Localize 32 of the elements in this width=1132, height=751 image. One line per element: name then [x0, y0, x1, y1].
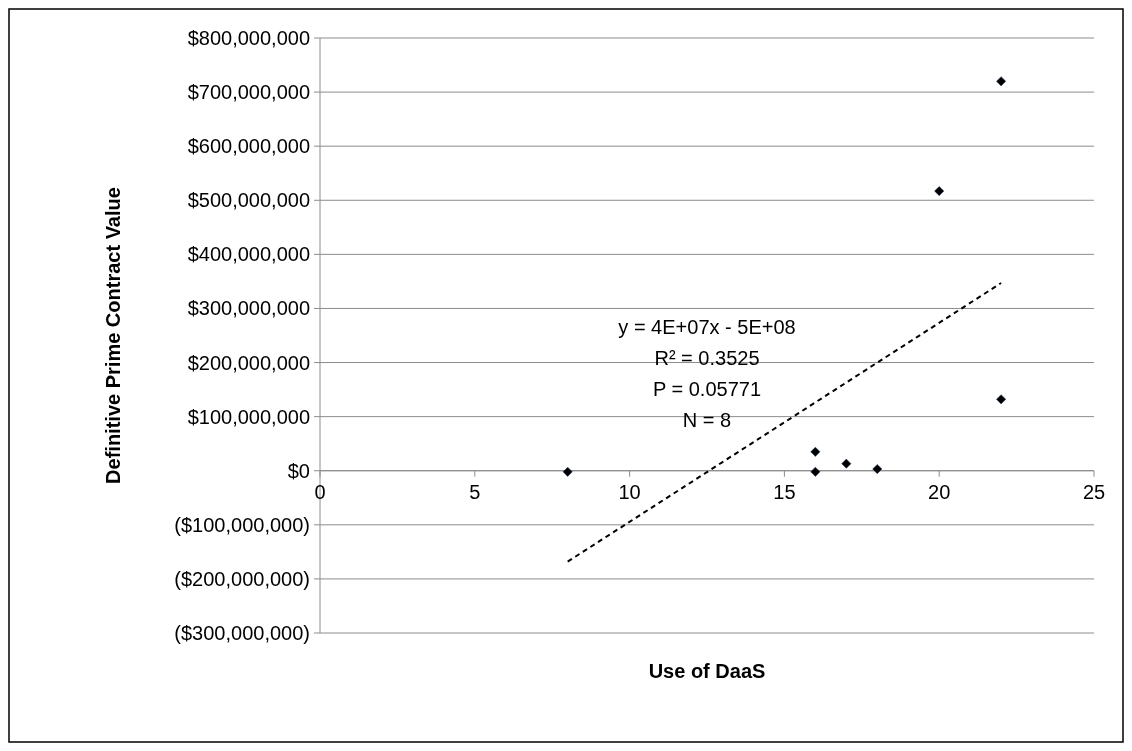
- point: [810, 446, 821, 457]
- point: [810, 466, 821, 477]
- point: [996, 76, 1007, 87]
- annotation: N = 8: [682, 409, 732, 432]
- point: [934, 186, 945, 196]
- x-tick-label: 5: [469, 480, 481, 503]
- y-tick-label: $300,000,000: [187, 297, 310, 320]
- annotation: P = 0.05771: [652, 378, 762, 401]
- y-tick-label: $100,000,000: [187, 405, 310, 428]
- x-tick-label: 20: [928, 480, 951, 503]
- y-tick-label: $800,000,000: [187, 27, 310, 49]
- x-tick-label: 25: [1082, 480, 1106, 503]
- y-tick-label: ($300,000,000): [174, 622, 310, 644]
- x-tick-label: 0: [314, 480, 326, 503]
- point: [841, 458, 852, 469]
- annotation: R² = 0.3525: [654, 347, 760, 370]
- y-tick-label: $400,000,000: [187, 243, 310, 266]
- y-tick-label: $600,000,000: [187, 135, 310, 158]
- point: [996, 394, 1007, 405]
- y-axis-title: Definitive Prime Contract Value: [102, 187, 124, 484]
- y-tick-label: $200,000,000: [187, 351, 310, 374]
- y-tick-label: ($100,000,000): [174, 513, 310, 536]
- point: [562, 466, 573, 477]
- y-tick-label: $0: [287, 459, 310, 482]
- annotation: y = 4E+07x - 5E+08: [618, 316, 796, 339]
- point: [872, 464, 883, 474]
- x-tick-label: 15: [773, 480, 796, 503]
- x-axis-title: Use of DaaS: [648, 660, 766, 682]
- y-tick-label: $700,000,000: [187, 81, 310, 104]
- x-tick-label: 10: [618, 480, 641, 503]
- y-tick-label: $500,000,000: [187, 189, 310, 212]
- y-tick-label: ($200,000,000): [174, 567, 310, 590]
